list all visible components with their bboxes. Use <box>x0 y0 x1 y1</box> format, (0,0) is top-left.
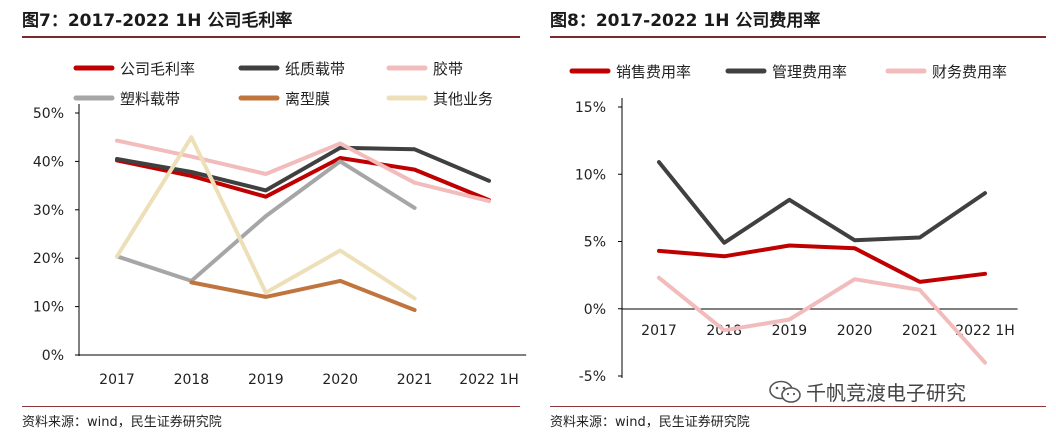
title-divider <box>550 36 1046 38</box>
source-divider <box>550 406 1046 407</box>
legend-label: 销售费用率 <box>616 63 691 81</box>
y-tick-label: 40% <box>33 154 64 170</box>
legend-label: 公司毛利率 <box>120 60 195 78</box>
y-tick-label: 20% <box>33 251 64 267</box>
y-tick-label: 15% <box>575 100 606 116</box>
x-tick-label: 2021 <box>902 323 938 339</box>
x-tick-label: 2022 1H <box>459 372 519 388</box>
line-chart-expense-ratio: -5%0%5%10%15%2017 2018 2019 2020 2021 2022 1H… <box>569 63 1018 385</box>
y-tick-label: 5% <box>584 235 606 251</box>
series-line <box>657 275 987 365</box>
x-tick-label: 2022 1H <box>955 323 1015 339</box>
y-tick-label: 10% <box>575 167 606 183</box>
wechat-icon <box>769 380 801 403</box>
series-line <box>657 243 987 284</box>
x-tick-label: 2020 <box>322 372 358 388</box>
series-line <box>115 156 491 203</box>
x-tick-label: 2017 <box>99 372 135 388</box>
x-tick-label: 2018 <box>174 372 210 388</box>
chart-title: 图7：2017-2022 1H 公司毛利率 <box>22 11 293 31</box>
x-tick-label: 2019 <box>772 323 808 339</box>
y-tick-label: -5% <box>579 369 606 385</box>
legend-label: 胶带 <box>433 60 463 78</box>
x-tick-label: 2020 <box>837 323 873 339</box>
x-tick-label: 2021 <box>397 372 433 388</box>
series-line <box>189 278 417 312</box>
legend-label: 管理费用率 <box>772 63 847 81</box>
legend-label: 塑料载带 <box>120 90 180 108</box>
chart-panel-expense-ratio: 图8：2017-2022 1H 公司费用率 -5% 0% 5% 10% 15% 2017 2… <box>528 0 1056 439</box>
y-tick-label: 30% <box>33 203 64 219</box>
source-note: 资料来源：wind，民生证券研究院 <box>550 415 750 430</box>
line-chart-gross-margin: 0% 10% 20% 30% 40% 50% 2017 2018 2019 2020 2021 202… <box>33 60 527 388</box>
title-divider <box>22 36 520 38</box>
x-tick-label: 2017 <box>641 323 677 339</box>
chart-panel-gross-margin: 图7：2017-2022 1H 公司毛利率 0% 10% 20% 30% 40% 50% 2… <box>22 11 527 430</box>
y-tick-label: 0% <box>584 302 606 318</box>
chart-title: 图8：2017-2022 1H 公司费用率 <box>550 11 821 31</box>
x-tick-label: 2019 <box>248 372 284 388</box>
series-line <box>115 145 491 193</box>
watermark-text: 千帆竞渡电子研究 <box>806 381 966 405</box>
source-divider <box>22 406 520 407</box>
source-note: 资料来源：wind，民生证券研究院 <box>22 415 222 430</box>
y-tick-label: 50% <box>33 106 64 122</box>
series-line <box>115 159 417 283</box>
series-line <box>657 160 987 245</box>
legend-label: 纸质载带 <box>285 60 345 78</box>
legend-label: 离型膜 <box>285 90 330 108</box>
series-line <box>115 135 417 301</box>
legend-label: 其他业务 <box>433 90 493 108</box>
legend-label: 财务费用率 <box>932 63 1007 81</box>
watermark: 千帆竞渡电子研究 <box>768 377 966 406</box>
y-tick-label: 0% <box>42 348 64 364</box>
y-tick-label: 10% <box>33 300 64 316</box>
